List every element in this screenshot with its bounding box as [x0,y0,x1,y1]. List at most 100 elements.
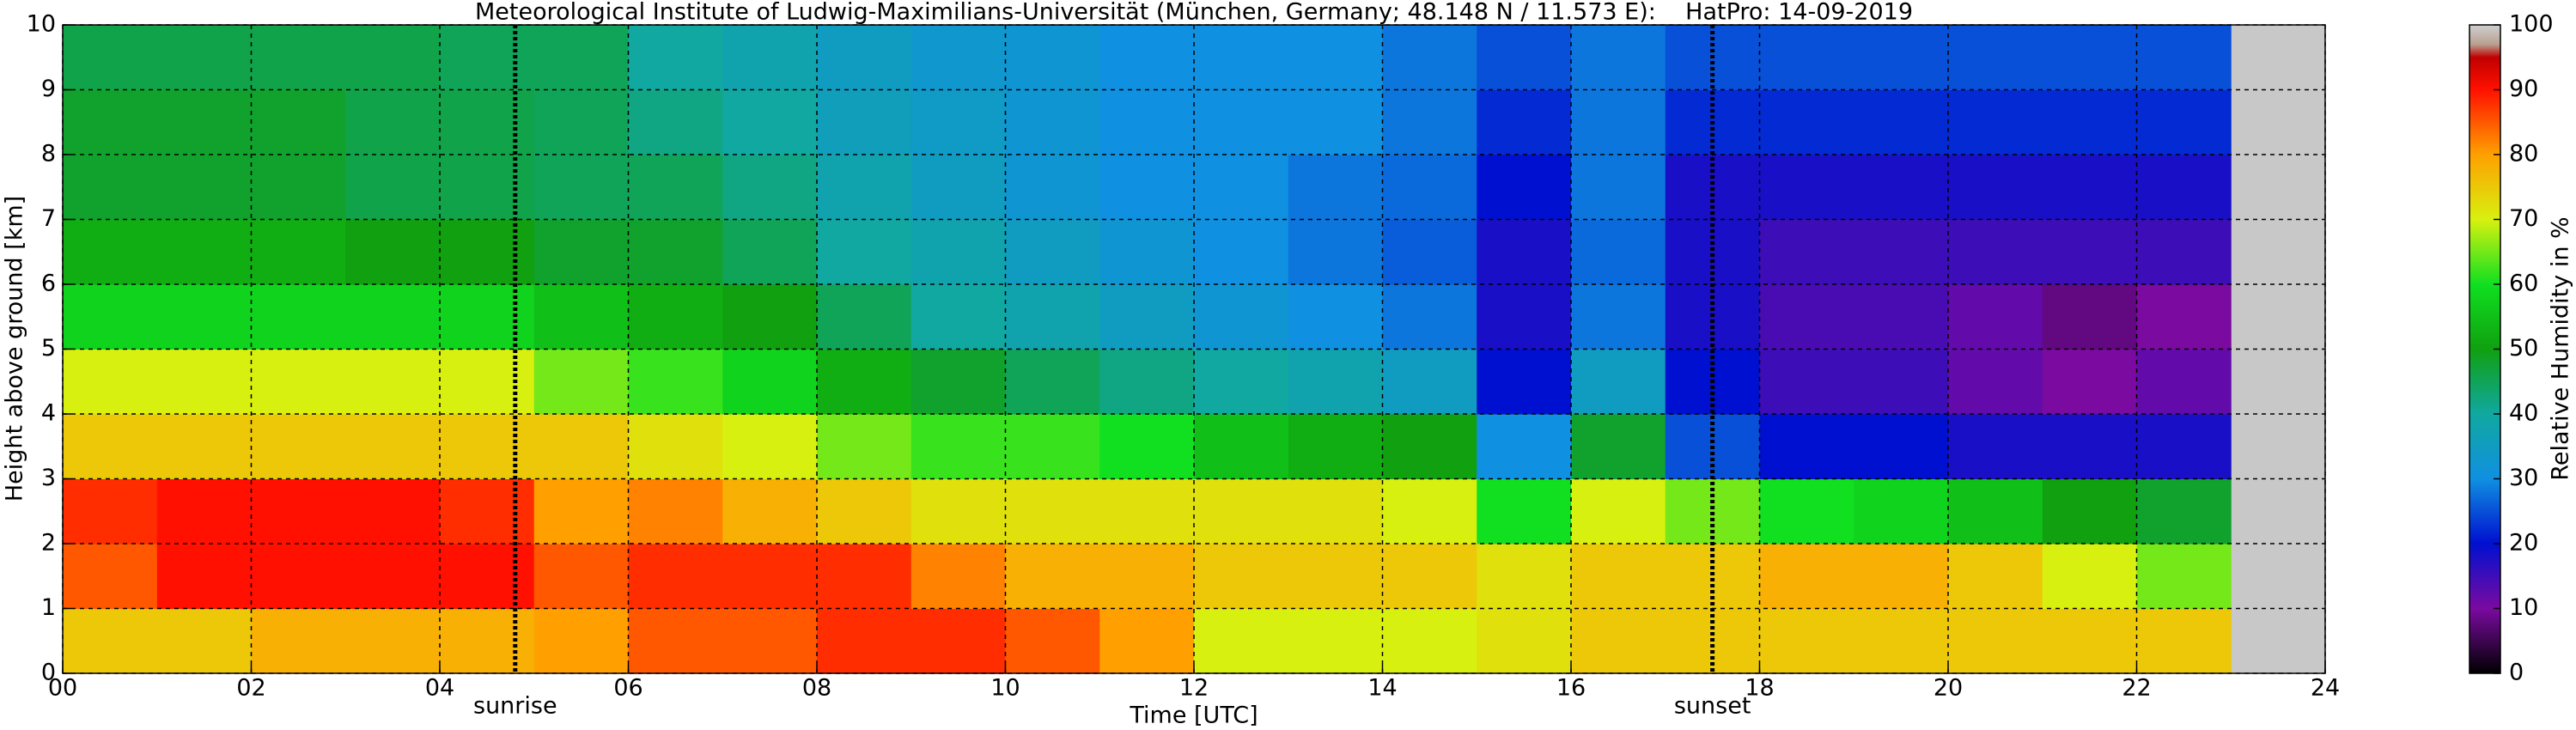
heatmap-cell [251,155,346,220]
heatmap-cell [1288,478,1383,544]
heatmap-cell [1382,349,1477,415]
heatmap-cell [2042,219,2137,285]
heatmap-cell [1477,25,1572,90]
heatmap-cell [345,478,441,544]
heatmap-cell [722,25,818,90]
heatmap-cell [910,155,1006,220]
heatmap-cell [1005,544,1100,609]
heatmap-cell [440,349,535,415]
heatmap-cell [251,25,346,90]
heatmap-cell [1571,349,1666,415]
annotation-label: sunset [1674,693,1751,720]
heatmap-cell [1759,349,1854,415]
colorbar-tick-label: 100 [2509,11,2554,38]
heatmap-cell [63,414,158,479]
heatmap-cell [1854,155,1949,220]
heatmap-cell [1571,284,1666,350]
heatmap-cell [817,349,912,415]
x-tick-label: 02 [236,675,265,702]
heatmap-cell [440,478,535,544]
heatmap-cell [1382,89,1477,155]
x-tick-label: 18 [1745,675,1774,702]
heatmap-cell [533,544,629,609]
heatmap-cell [1288,25,1383,90]
heatmap-cell [345,155,441,220]
y-tick-label: 9 [41,76,56,102]
heatmap-cell [345,544,441,609]
heatmap-cell [1194,608,1289,674]
colorbar-tick-label: 90 [2509,76,2538,102]
heatmap-cell [910,478,1006,544]
heatmap-cell [533,349,629,415]
y-tick-label: 0 [41,660,56,686]
heatmap-cell [1194,89,1289,155]
heatmap-cell [1948,478,2043,544]
heatmap-cell [628,25,723,90]
heatmap-cell [1759,414,1854,479]
heatmap-cell [1005,89,1100,155]
heatmap-cell [440,89,535,155]
heatmap-cell [345,219,441,285]
heatmap-cell [251,478,346,544]
y-tick-label: 2 [41,530,56,557]
heatmap-cell [1288,414,1383,479]
heatmap-cell [1099,544,1195,609]
heatmap-cell [1194,284,1289,350]
heatmap-cell [1099,219,1195,285]
heatmap-cell [1194,478,1289,544]
colorbar-tick-label: 60 [2509,271,2538,297]
heatmap-cell [1854,414,1949,479]
heatmap-cell [628,155,723,220]
heatmap-cell [1288,608,1383,674]
x-tick-label: 08 [802,675,831,702]
heatmap-cell [2042,478,2137,544]
heatmap-cell [533,219,629,285]
heatmap-cell [533,25,629,90]
heatmap-cell [628,544,723,609]
y-axis-label: Height above ground [km] [2,196,28,502]
heatmap-cell [2042,414,2137,479]
heatmap-cell [533,414,629,479]
heatmap-cell [440,25,535,90]
heatmap-cell [1005,349,1100,415]
colorbar-tick-label: 50 [2509,335,2538,362]
heatmap-cell [1759,478,1854,544]
heatmap-cell [1948,349,2043,415]
x-tick-label: 00 [48,675,77,702]
heatmap-cell [817,155,912,220]
heatmap-cell [722,414,818,479]
heatmap-cell [628,608,723,674]
heatmap-cell [910,219,1006,285]
x-tick-label: 04 [425,675,454,702]
heatmap-cell [345,25,441,90]
heatmap-cell [1288,349,1383,415]
heatmap-cell [817,219,912,285]
x-tick-label: 06 [613,675,642,702]
heatmap-cell [1005,155,1100,220]
heatmap-cell [1948,219,2043,285]
heatmap-cell [722,349,818,415]
heatmap-cell [345,284,441,350]
colorbar-tick-label: 70 [2509,205,2538,232]
heatmap-cell [63,155,158,220]
heatmap-cell [63,349,158,415]
heatmap-cell [817,284,912,350]
y-tick-label: 7 [41,205,56,232]
heatmap-cell [440,284,535,350]
colorbar-tick-label: 40 [2509,400,2538,427]
heatmap-cell [2136,25,2232,90]
x-tick-label: 16 [1556,675,1586,702]
y-tick-label: 6 [41,271,56,297]
x-tick-label: 22 [2122,675,2151,702]
heatmap-cell [1382,414,1477,479]
heatmap-cell [1194,155,1289,220]
heatmap-cell [1854,349,1949,415]
heatmap-cell [156,608,252,674]
y-tick-label: 8 [41,141,56,167]
heatmap-cell [1382,608,1477,674]
heatmap-cell [910,284,1006,350]
heatmap-cell [1005,219,1100,285]
heatmap-cell [1759,89,1854,155]
heatmap-cell [1194,219,1289,285]
heatmap-cell [156,284,252,350]
